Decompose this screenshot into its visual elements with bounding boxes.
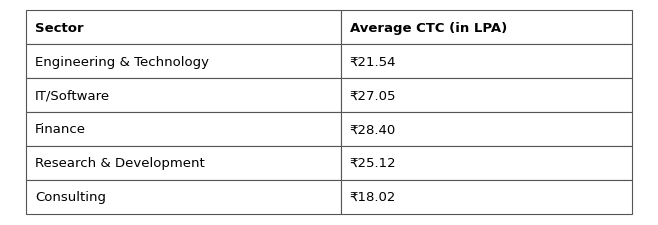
Bar	[341, 180, 632, 214]
Text: Research & Development: Research & Development	[35, 157, 205, 170]
Bar	[26, 112, 341, 146]
Bar	[341, 112, 632, 146]
Text: ₹25.12: ₹25.12	[349, 157, 396, 170]
Text: ₹28.40: ₹28.40	[349, 123, 396, 136]
Bar	[26, 79, 341, 112]
Text: Average CTC (in LPA): Average CTC (in LPA)	[349, 22, 507, 35]
Bar	[26, 11, 341, 45]
Text: Engineering & Technology: Engineering & Technology	[35, 55, 209, 68]
Text: Consulting: Consulting	[35, 190, 106, 203]
Bar	[341, 79, 632, 112]
Text: IT/Software: IT/Software	[35, 89, 110, 102]
Bar	[341, 146, 632, 180]
Text: ₹21.54: ₹21.54	[349, 55, 396, 68]
Bar	[26, 146, 341, 180]
Text: ₹27.05: ₹27.05	[349, 89, 396, 102]
Bar	[26, 45, 341, 79]
Bar	[26, 180, 341, 214]
Text: Finance: Finance	[35, 123, 86, 136]
Text: Sector: Sector	[35, 22, 84, 35]
Bar	[341, 45, 632, 79]
Bar	[341, 11, 632, 45]
Text: ₹18.02: ₹18.02	[349, 190, 396, 203]
